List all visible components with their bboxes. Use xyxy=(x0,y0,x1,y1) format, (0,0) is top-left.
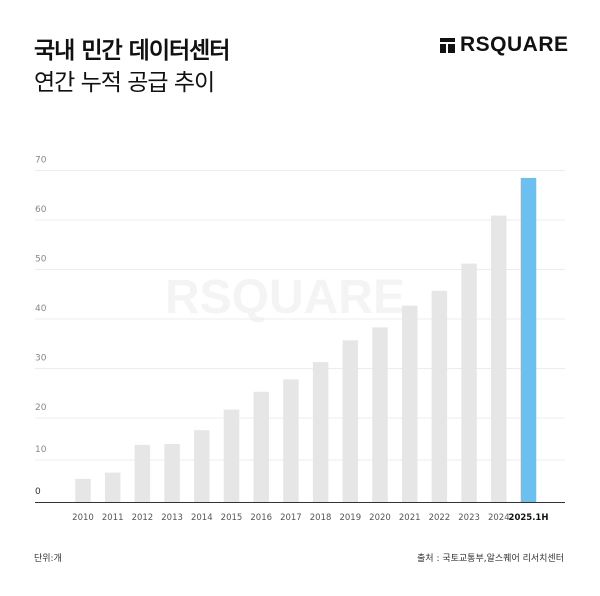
bar-2017 xyxy=(283,379,299,502)
x-tick-label: 2010 xyxy=(72,513,94,523)
bar-2013 xyxy=(164,444,180,502)
bar-2025.1H xyxy=(520,177,537,503)
y-tick-label: 20 xyxy=(35,403,47,413)
x-tick-label: 2025.1H xyxy=(509,513,549,523)
x-tick-label: 2019 xyxy=(339,513,361,523)
bar-2020 xyxy=(372,327,388,502)
bar-2023 xyxy=(461,263,477,502)
bar-2012 xyxy=(134,444,151,502)
bar-2019 xyxy=(342,340,359,502)
bar-2022 xyxy=(431,290,448,502)
y-tick-label: 30 xyxy=(35,354,47,364)
x-tick-label: 2018 xyxy=(310,513,332,523)
x-tick-label: 2011 xyxy=(102,513,124,523)
y-tick-label: 10 xyxy=(35,445,47,455)
x-tick-label: 2012 xyxy=(132,513,154,523)
x-tick-label: 2016 xyxy=(250,513,272,523)
x-tick-label: 2015 xyxy=(221,513,243,523)
unit-label: 단위:개 xyxy=(34,554,62,564)
x-tick-label: 2022 xyxy=(429,513,451,523)
bar-2014 xyxy=(194,430,210,502)
bar-2011 xyxy=(104,472,121,502)
y-tick-label: 60 xyxy=(35,205,47,215)
y-tick-label: 70 xyxy=(35,156,47,166)
chart-title: 국내 민간 데이터센터 xyxy=(34,38,230,64)
bar-2021 xyxy=(401,305,418,502)
logo-text: RSQUARE xyxy=(460,33,569,56)
x-tick-label: 2014 xyxy=(191,513,213,523)
x-tick-label: 2013 xyxy=(161,513,183,523)
bar-2024 xyxy=(491,215,507,503)
rsquare-logo: RSQUARE xyxy=(440,33,569,57)
bar-2010 xyxy=(75,478,91,502)
x-tick-label: 2023 xyxy=(458,513,480,523)
x-tick-label: 2020 xyxy=(369,513,391,523)
watermark: RSQUARE xyxy=(165,271,405,324)
y-tick-label: 50 xyxy=(35,255,47,265)
bar-2016 xyxy=(253,391,269,502)
x-tick-label: 2017 xyxy=(280,513,302,523)
y-tick-label: 40 xyxy=(35,304,47,314)
logo-mark-icon xyxy=(440,37,455,53)
source-label: 출처 : 국토교통부,알스퀘어 리서치센터 xyxy=(417,554,564,564)
bar-2018 xyxy=(312,362,329,502)
bar-2015 xyxy=(223,409,240,502)
y-tick-label: 0 xyxy=(35,487,41,497)
x-tick-label: 2021 xyxy=(399,513,421,523)
chart-subtitle: 연간 누적 공급 추이 xyxy=(34,70,215,96)
x-tick-label: 2024 xyxy=(488,513,510,523)
